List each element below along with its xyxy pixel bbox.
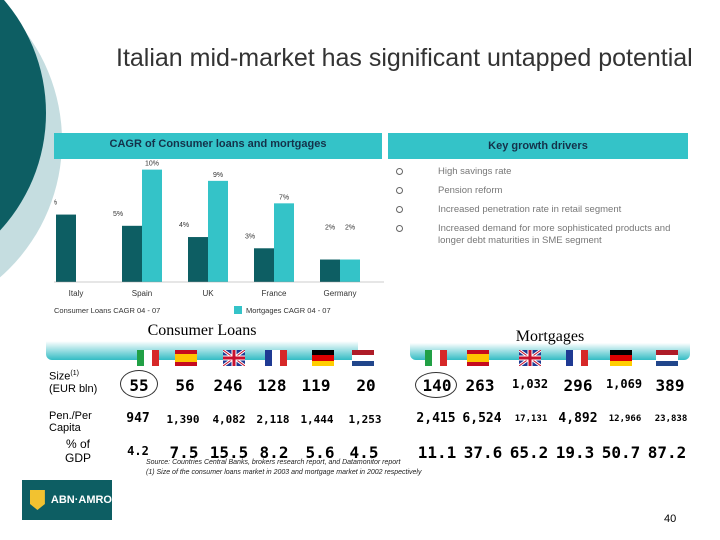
cl-size-italy: 55 bbox=[129, 376, 149, 395]
mg-gdp-germany: 50.7 bbox=[601, 443, 641, 462]
cl-pen-france: 2,118 bbox=[256, 413, 290, 426]
cl-size-spain: 56 bbox=[175, 376, 195, 395]
netherlands-flag-icon bbox=[656, 350, 678, 366]
mg-pen-italy: 2,415 bbox=[416, 411, 456, 426]
france-flag-icon bbox=[265, 350, 287, 366]
bar-label: 6% bbox=[54, 200, 57, 207]
mg-size-uk: 1,032 bbox=[511, 377, 549, 391]
cagr-header: CAGR of Consumer loans and mortgages bbox=[54, 133, 382, 159]
pct-gdp-label: % of GDP bbox=[64, 437, 91, 465]
bullet-icon bbox=[396, 168, 403, 175]
bar-consumer-spain bbox=[122, 225, 142, 282]
italy-flag-icon bbox=[137, 350, 159, 366]
bar-label: 2% bbox=[345, 225, 355, 232]
legend-swatch bbox=[234, 306, 242, 314]
cl-gdp-italy: 4.2 bbox=[127, 444, 149, 458]
bar-label: 2% bbox=[325, 225, 335, 232]
bar-mortgage-germany bbox=[340, 259, 360, 282]
spain-flag-icon bbox=[467, 350, 489, 366]
mg-gdp-spain: 37.6 bbox=[463, 443, 503, 462]
bar-label: 9% bbox=[213, 172, 223, 179]
cagr-bar-chart: 6% Italy 5% 10% Spain 4% 9% UK 3% 7% France 2% 2% Ger… bbox=[54, 161, 384, 315]
cl-gdp-spain: 7.5 bbox=[169, 443, 199, 462]
mg-pen-france: 4,892 bbox=[558, 411, 598, 426]
cl-size-germany: 119 bbox=[301, 376, 331, 395]
bar-mortgage-france bbox=[274, 203, 294, 282]
mg-gdp-uk: 65.2 bbox=[509, 443, 549, 462]
mg-gdp-netherlands: 87.2 bbox=[647, 443, 687, 462]
legend-label: Consumer Loans CAGR 04 - 07 bbox=[54, 306, 160, 315]
driver-item: Increased penetration rate in retail seg… bbox=[396, 204, 696, 216]
bullet-icon bbox=[396, 206, 403, 213]
mg-size-netherlands: 389 bbox=[655, 376, 685, 395]
mg-gdp-italy: 11.1 bbox=[417, 443, 457, 462]
highlight-ring bbox=[120, 370, 158, 398]
cl-pen-italy: 947 bbox=[126, 411, 150, 426]
cl-gdp-germany: 5.6 bbox=[305, 443, 335, 462]
abn-amro-logo: ABN·AMRO bbox=[22, 480, 112, 520]
cl-size-france: 128 bbox=[257, 376, 287, 395]
cl-size-netherlands: 20 bbox=[356, 376, 376, 395]
mg-pen-germany: 12,966 bbox=[608, 414, 642, 424]
cl-gdp-netherlands: 4.5 bbox=[349, 443, 379, 462]
mg-size-france: 296 bbox=[563, 376, 593, 395]
bar-consumer-germany bbox=[320, 259, 340, 282]
mortgages-header: Mortgages bbox=[410, 322, 690, 360]
cl-pen-spain: 1,390 bbox=[166, 413, 200, 426]
mg-pen-netherlands: 23,838 bbox=[654, 414, 688, 424]
legend-label: Mortgages CAGR 04 - 07 bbox=[246, 306, 331, 315]
driver-item: Pension reform bbox=[396, 185, 696, 197]
germany-flag-icon bbox=[610, 350, 632, 366]
bar-consumer-uk bbox=[188, 237, 208, 282]
netherlands-flag-icon bbox=[352, 350, 374, 366]
bar-mortgage-uk bbox=[208, 180, 228, 282]
cl-gdp-france: 8.2 bbox=[259, 443, 289, 462]
category-label: Spain bbox=[132, 289, 152, 298]
mg-pen-spain: 6,524 bbox=[462, 411, 502, 426]
bar-mortgage-spain bbox=[142, 169, 162, 282]
category-label: Germany bbox=[324, 289, 357, 298]
bullet-icon bbox=[396, 187, 403, 194]
shield-icon bbox=[30, 490, 45, 510]
driver-item: High savings rate bbox=[396, 166, 696, 178]
source-note: Source: Countries Central Banks, brokers… bbox=[146, 459, 422, 476]
germany-flag-icon bbox=[312, 350, 334, 366]
bar-label: 5% bbox=[113, 211, 123, 218]
drivers-header: Key growth drivers bbox=[388, 133, 688, 159]
driver-item: Increased demand for more sophisticated … bbox=[396, 223, 696, 247]
mg-size-germany: 1,069 bbox=[605, 377, 643, 391]
mg-gdp-france: 19.3 bbox=[555, 443, 595, 462]
uk-flag-icon bbox=[223, 350, 245, 366]
highlight-ring bbox=[415, 372, 457, 398]
bar-consumer-italy bbox=[56, 214, 76, 282]
uk-flag-icon bbox=[519, 350, 541, 366]
bar-label: 4% bbox=[179, 222, 189, 229]
cl-pen-uk: 4,082 bbox=[212, 413, 246, 426]
spain-flag-icon bbox=[175, 350, 197, 366]
drivers-list: High savings rate Pension reform Increas… bbox=[396, 166, 696, 254]
size-label: Size(1) (EUR bln) bbox=[49, 370, 98, 395]
cl-pen-netherlands: 1,253 bbox=[348, 413, 382, 426]
category-label: UK bbox=[202, 289, 214, 298]
category-label: Italy bbox=[69, 289, 84, 298]
category-label: France bbox=[262, 289, 287, 298]
bullet-icon bbox=[396, 225, 403, 232]
slide-title: Italian mid-market has significant untap… bbox=[116, 44, 693, 72]
bar-consumer-france bbox=[254, 248, 274, 282]
page-number: 40 bbox=[664, 513, 677, 525]
consumer-loans-header: Consumer Loans bbox=[46, 318, 358, 360]
mg-size-spain: 263 bbox=[465, 376, 495, 395]
france-flag-icon bbox=[566, 350, 588, 366]
cl-size-uk: 246 bbox=[213, 376, 243, 395]
pen-per-capita-label: Pen./Per Capita bbox=[49, 410, 92, 434]
cl-pen-germany: 1,444 bbox=[300, 413, 334, 426]
mg-pen-uk: 17,131 bbox=[514, 414, 548, 424]
bar-label: 10% bbox=[145, 161, 159, 168]
cl-gdp-uk: 15.5 bbox=[209, 443, 249, 462]
bar-label: 3% bbox=[245, 233, 255, 240]
italy-flag-icon bbox=[425, 350, 447, 366]
bar-label: 7% bbox=[279, 194, 289, 201]
mg-size-italy: 140 bbox=[422, 376, 452, 395]
